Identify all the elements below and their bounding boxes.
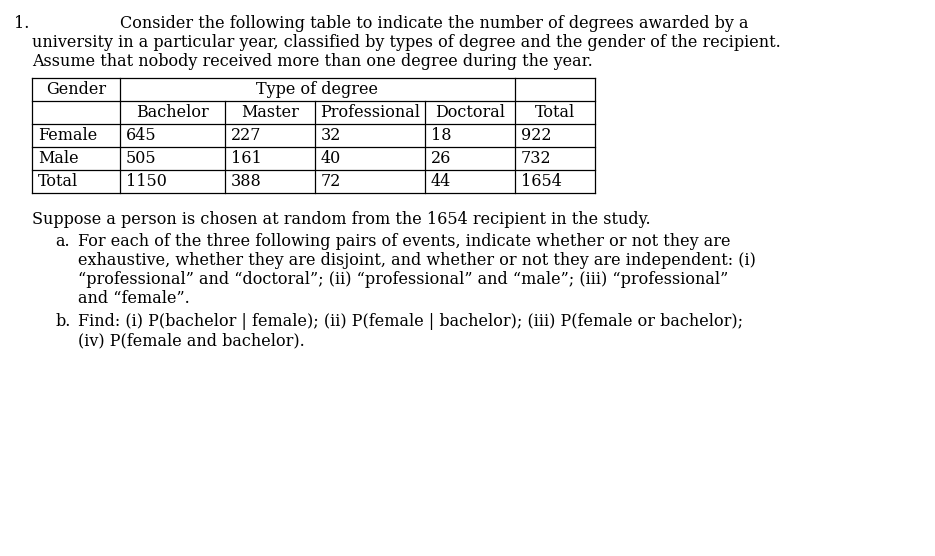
Text: a.: a. (55, 233, 69, 250)
Text: Bachelor: Bachelor (137, 104, 209, 121)
Text: and “female”.: and “female”. (78, 290, 190, 307)
Text: 32: 32 (321, 127, 341, 144)
Text: Total: Total (38, 173, 79, 190)
Text: Find: (i) P(bachelor | female); (ii) P(female | bachelor); (iii) P(female or bac: Find: (i) P(bachelor | female); (ii) P(f… (78, 313, 743, 330)
Text: “professional” and “doctoral”; (ii) “professional” and “male”; (iii) “profession: “professional” and “doctoral”; (ii) “pro… (78, 271, 728, 288)
Text: 44: 44 (431, 173, 452, 190)
Text: Male: Male (38, 150, 79, 167)
Text: Professional: Professional (320, 104, 420, 121)
Text: 388: 388 (231, 173, 262, 190)
Text: Consider the following table to indicate the number of degrees awarded by a: Consider the following table to indicate… (120, 15, 749, 32)
Text: 732: 732 (521, 150, 552, 167)
Text: For each of the three following pairs of events, indicate whether or not they ar: For each of the three following pairs of… (78, 233, 730, 250)
Text: b.: b. (55, 313, 70, 330)
Text: Female: Female (38, 127, 97, 144)
Text: Suppose a person is chosen at random from the 1654 recipient in the study.: Suppose a person is chosen at random fro… (32, 211, 651, 228)
Text: (iv) P(female and bachelor).: (iv) P(female and bachelor). (78, 332, 305, 349)
Text: 1150: 1150 (126, 173, 166, 190)
Text: Gender: Gender (46, 81, 106, 98)
Text: Master: Master (241, 104, 299, 121)
Text: 645: 645 (126, 127, 157, 144)
Text: 40: 40 (321, 150, 341, 167)
Text: exhaustive, whether they are disjoint, and whether or not they are independent: : exhaustive, whether they are disjoint, a… (78, 252, 755, 269)
Text: 922: 922 (521, 127, 552, 144)
Text: Assume that nobody received more than one degree during the year.: Assume that nobody received more than on… (32, 53, 593, 70)
Text: Total: Total (535, 104, 575, 121)
Text: 18: 18 (431, 127, 452, 144)
Text: 505: 505 (126, 150, 157, 167)
Text: 72: 72 (321, 173, 341, 190)
Text: 1654: 1654 (521, 173, 562, 190)
Text: 1.: 1. (14, 15, 29, 32)
Text: university in a particular year, classified by types of degree and the gender of: university in a particular year, classif… (32, 34, 781, 51)
Text: Type of degree: Type of degree (256, 81, 379, 98)
Text: 161: 161 (231, 150, 262, 167)
Text: Doctoral: Doctoral (435, 104, 505, 121)
Text: 26: 26 (431, 150, 452, 167)
Text: 227: 227 (231, 127, 262, 144)
